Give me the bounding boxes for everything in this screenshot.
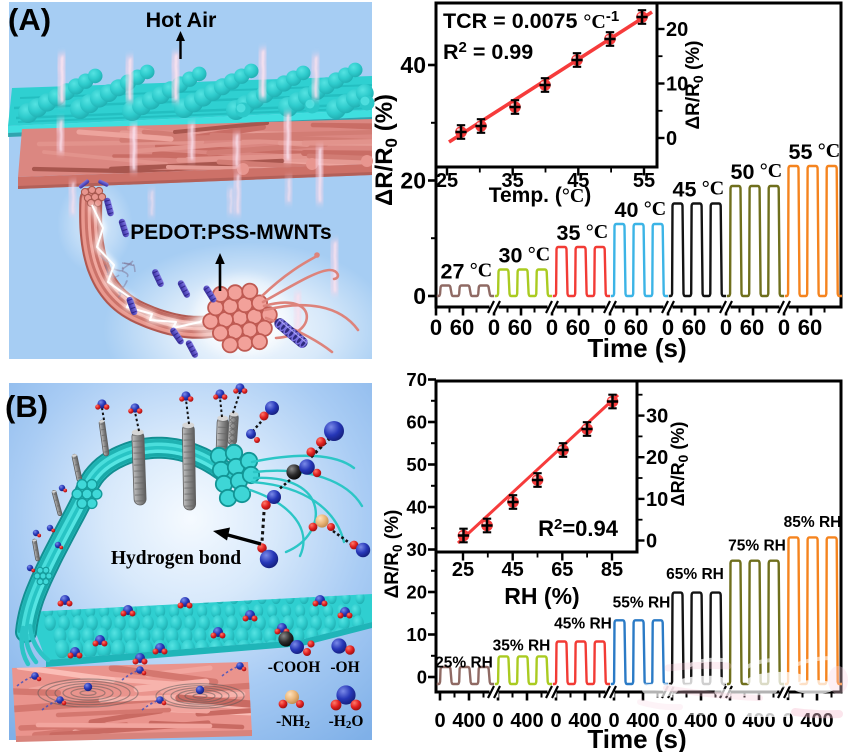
svg-text:400: 400 <box>626 710 659 732</box>
svg-text:35% RH: 35% RH <box>493 638 551 655</box>
svg-text:0: 0 <box>417 667 427 688</box>
svg-text:RH (%): RH (%) <box>504 583 579 609</box>
svg-text:60: 60 <box>450 315 474 340</box>
svg-text:Hot Air: Hot Air <box>146 8 217 32</box>
svg-text:0: 0 <box>434 710 445 732</box>
svg-text:10: 10 <box>646 489 668 511</box>
svg-text:30: 30 <box>646 406 668 428</box>
svg-text:20: 20 <box>666 19 688 41</box>
svg-text:(B): (B) <box>5 389 48 424</box>
svg-text:400: 400 <box>684 710 717 732</box>
svg-text:0: 0 <box>550 710 561 732</box>
svg-text:65: 65 <box>551 559 573 581</box>
svg-text:R2=0.94: R2=0.94 <box>538 516 619 541</box>
svg-text:°C: °C <box>760 160 782 182</box>
svg-text:75% RH: 75% RH <box>728 538 786 555</box>
svg-text:400: 400 <box>800 710 833 732</box>
svg-text:0: 0 <box>546 315 558 340</box>
svg-text:°C: °C <box>818 140 840 162</box>
svg-text:20: 20 <box>646 447 668 469</box>
svg-text:ΔR/R0 (%): ΔR/R0 (%) <box>371 94 401 206</box>
svg-text:°C: °C <box>644 198 666 220</box>
svg-text:45: 45 <box>502 559 524 581</box>
svg-text:45% RH: 45% RH <box>554 616 612 633</box>
svg-text:30: 30 <box>406 539 427 560</box>
svg-text:0: 0 <box>430 315 442 340</box>
svg-text:400: 400 <box>510 710 543 732</box>
svg-text:25: 25 <box>452 559 474 581</box>
svg-text:65% RH: 65% RH <box>666 566 724 583</box>
svg-text:50: 50 <box>406 454 427 475</box>
svg-text:55% RH: 55% RH <box>613 595 671 612</box>
svg-text:27: 27 <box>441 260 465 284</box>
svg-text:0: 0 <box>604 315 616 340</box>
svg-text:0: 0 <box>666 128 677 150</box>
svg-text:25: 25 <box>436 170 458 192</box>
svg-text:°C: °C <box>586 221 608 243</box>
svg-text:0: 0 <box>646 531 657 553</box>
svg-text:0: 0 <box>666 710 677 732</box>
svg-text:0: 0 <box>662 315 674 340</box>
svg-text:0: 0 <box>488 315 500 340</box>
svg-text:Time (s): Time (s) <box>587 333 686 363</box>
svg-text:0: 0 <box>492 710 503 732</box>
svg-text:Temp. (°C): Temp. (°C) <box>489 184 592 207</box>
svg-text:60: 60 <box>798 315 822 340</box>
svg-text:R2 = 0.99: R2 = 0.99 <box>443 39 533 64</box>
svg-text:60: 60 <box>740 315 764 340</box>
svg-text:0: 0 <box>608 710 619 732</box>
svg-text:ΔR/R0 (%): ΔR/R0 (%) <box>683 40 706 129</box>
svg-text:0: 0 <box>782 710 793 732</box>
svg-text:°C: °C <box>528 244 550 266</box>
svg-text:60: 60 <box>508 315 532 340</box>
svg-text:20: 20 <box>400 168 426 194</box>
svg-text:TCR = 0.0075 °C-1: TCR = 0.0075 °C-1 <box>443 8 619 33</box>
svg-text:400: 400 <box>452 710 485 732</box>
svg-text:0: 0 <box>720 315 732 340</box>
svg-text:85: 85 <box>601 559 623 581</box>
svg-text:PEDOT:PSS-MWNTs: PEDOT:PSS-MWNTs <box>130 221 331 244</box>
svg-text:35: 35 <box>502 170 524 192</box>
svg-text:-NH2: -NH2 <box>276 713 310 731</box>
svg-text:55: 55 <box>633 170 655 192</box>
svg-text:60: 60 <box>624 315 648 340</box>
svg-text:10: 10 <box>406 624 427 645</box>
svg-text:60: 60 <box>682 315 706 340</box>
svg-text:30: 30 <box>499 244 523 268</box>
svg-text:35: 35 <box>557 221 581 245</box>
svg-text:(A): (A) <box>8 2 51 37</box>
svg-text:Hydrogen bond: Hydrogen bond <box>111 548 241 569</box>
svg-text:20: 20 <box>406 582 427 603</box>
svg-text:40: 40 <box>615 198 639 222</box>
svg-text:60: 60 <box>406 412 427 433</box>
svg-text:ΔR/R0 (%): ΔR/R0 (%) <box>668 422 691 507</box>
svg-text:°C: °C <box>470 260 492 282</box>
svg-text:0: 0 <box>724 710 735 732</box>
svg-text:10: 10 <box>666 74 688 96</box>
svg-text:0: 0 <box>413 283 426 309</box>
svg-text:40: 40 <box>400 52 426 78</box>
svg-text:40: 40 <box>406 497 427 518</box>
svg-text:400: 400 <box>568 710 601 732</box>
svg-text:70: 70 <box>406 369 427 390</box>
svg-text:45: 45 <box>567 170 589 192</box>
svg-text:60: 60 <box>566 315 590 340</box>
svg-text:0: 0 <box>778 315 790 340</box>
svg-text:-COOH: -COOH <box>268 659 321 676</box>
svg-text:Time (s): Time (s) <box>587 724 686 752</box>
svg-text:°C: °C <box>702 178 724 200</box>
svg-text:-H2O: -H2O <box>329 713 364 731</box>
svg-text:85% RH: 85% RH <box>784 514 842 531</box>
svg-text:25% RH: 25% RH <box>435 655 493 672</box>
svg-text:-OH: -OH <box>330 659 359 676</box>
svg-text:ΔR/R0 (%): ΔR/R0 (%) <box>382 510 405 599</box>
svg-text:50: 50 <box>731 160 755 184</box>
svg-text:45: 45 <box>673 178 697 202</box>
svg-text:55: 55 <box>789 140 813 164</box>
